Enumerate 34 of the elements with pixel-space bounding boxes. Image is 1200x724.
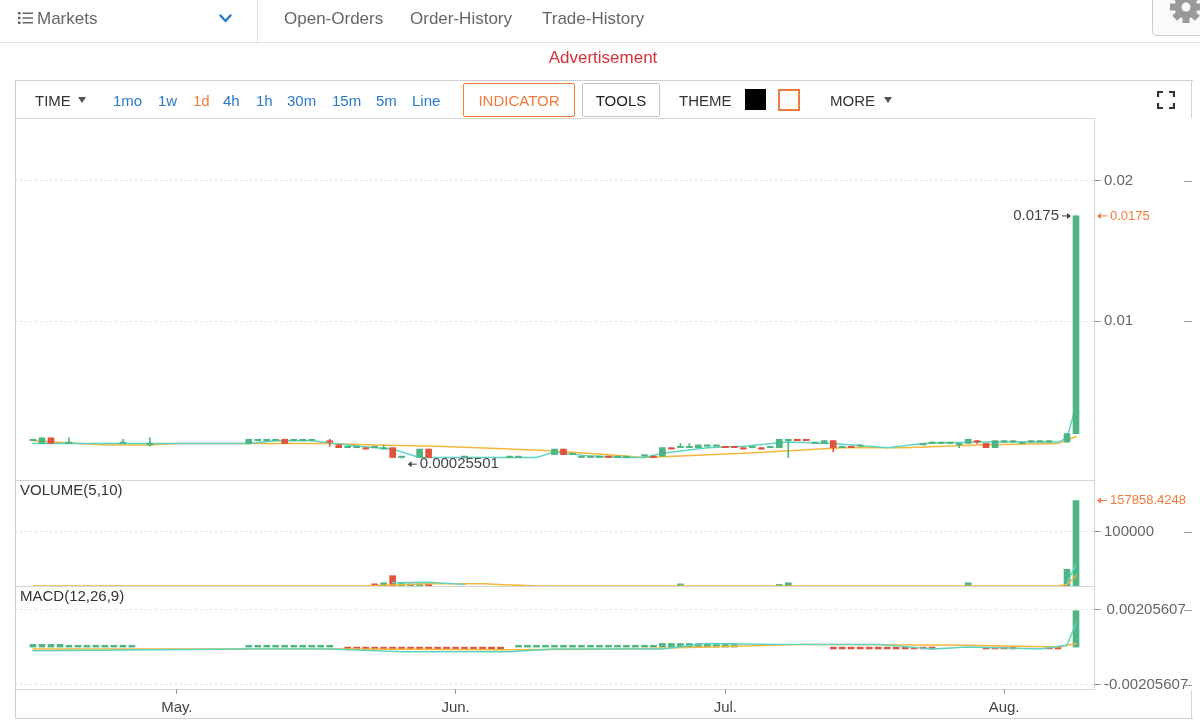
y-tick-label: 100000 (1104, 522, 1155, 540)
text: 1d (193, 90, 210, 110)
text: 15m (332, 90, 362, 110)
x-tick-label: May. (161, 698, 193, 716)
ref-line-label: 157858.4248 (1110, 492, 1186, 508)
text: TOOLS (595, 90, 647, 110)
text: 30m (287, 90, 317, 110)
x-tick-label: Jul. (713, 698, 738, 716)
y-tick-label: -0.00205607 (1104, 674, 1189, 692)
annotation: 0.00025501 (419, 454, 499, 472)
text: Advertisement (548, 46, 658, 68)
text: 1h (256, 90, 273, 110)
y-tick-label: 0.02 (1104, 170, 1134, 188)
text: Order-History (410, 7, 513, 29)
ref-line-label: 0.0175 (1110, 207, 1150, 223)
annotation: 0.0175 (1013, 206, 1060, 224)
text: INDICATOR (478, 90, 560, 110)
text: Trade-History (542, 7, 645, 29)
text: MORE (830, 90, 875, 110)
y-tick-label: 0.01 (1104, 311, 1134, 329)
text: Line (412, 90, 441, 110)
text: 5m (376, 90, 397, 110)
text: 1w (158, 90, 178, 110)
text: Open-Orders (284, 7, 384, 29)
text: 4h (223, 90, 240, 110)
text: Markets (37, 7, 98, 29)
chart-title: MACD(12,26,9) (20, 587, 125, 605)
text: THEME (679, 90, 732, 110)
text: TIME (35, 90, 71, 110)
x-tick-label: Jun. (441, 698, 470, 716)
text: 1mo (113, 90, 143, 110)
y-tick-label: 0.00205607 (1106, 599, 1186, 617)
chart-title: VOLUME(5,10) (20, 481, 123, 499)
x-tick-label: Aug. (988, 698, 1020, 716)
